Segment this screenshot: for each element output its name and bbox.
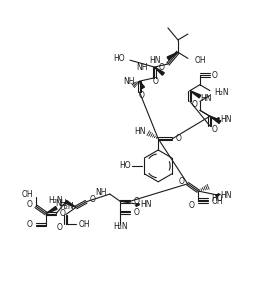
Text: OH: OH (21, 190, 33, 199)
Text: H₂N: H₂N (113, 222, 127, 231)
Text: O: O (27, 220, 33, 229)
Polygon shape (154, 67, 164, 75)
Polygon shape (140, 81, 144, 89)
Text: HN: HN (220, 114, 231, 124)
Text: HO: HO (113, 54, 125, 63)
Text: O: O (192, 100, 198, 109)
Text: OH: OH (79, 220, 91, 229)
Text: O: O (189, 201, 195, 209)
Text: O: O (59, 209, 65, 218)
Polygon shape (210, 116, 221, 123)
Text: O: O (57, 223, 63, 232)
Text: HN: HN (134, 127, 146, 136)
Polygon shape (65, 200, 76, 207)
Text: NH: NH (123, 77, 135, 86)
Text: HN: HN (220, 191, 231, 200)
Text: HN: HN (149, 56, 160, 66)
Text: H₂N: H₂N (59, 202, 74, 211)
Text: NH: NH (136, 63, 148, 72)
Polygon shape (167, 52, 178, 60)
Text: O: O (89, 195, 95, 204)
Text: OH: OH (195, 56, 206, 65)
Text: O: O (159, 63, 165, 72)
Text: O: O (27, 200, 33, 209)
Text: O: O (133, 208, 139, 217)
Text: O: O (176, 134, 182, 143)
Polygon shape (190, 91, 201, 98)
Text: HO: HO (211, 194, 223, 203)
Text: H₂N: H₂N (214, 88, 229, 97)
Text: O: O (212, 71, 218, 80)
Text: O: O (133, 197, 139, 206)
Text: O: O (212, 125, 218, 134)
Text: O: O (153, 77, 159, 86)
Text: H₂N: H₂N (48, 196, 63, 205)
Text: HN: HN (200, 94, 211, 103)
Polygon shape (46, 207, 57, 213)
Text: HO: HO (119, 162, 131, 170)
Text: NH: NH (55, 198, 67, 207)
Text: OH: OH (211, 197, 223, 206)
Text: NH: NH (95, 188, 107, 197)
Text: HN: HN (140, 200, 152, 209)
Text: O: O (139, 91, 145, 100)
Text: O: O (179, 177, 185, 186)
